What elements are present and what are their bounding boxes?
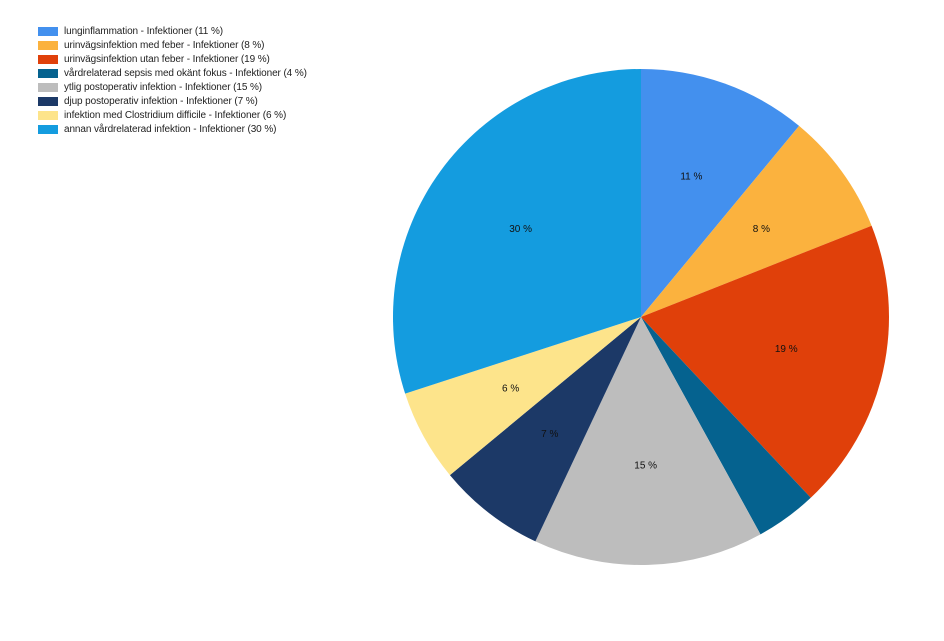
legend-item: djup postoperativ infektion - Infektione… [38,94,307,108]
pie-slice-3 [641,317,811,535]
pie-slice-1 [641,125,872,317]
legend-label: ytlig postoperativ infektion - Infektion… [64,81,262,93]
slice-labels: 11 % 8 % 19 % 15 % 7 % 6 % 30 % [502,172,798,472]
legend-swatch [38,110,58,120]
legend-label: lunginflammation - Infektioner (11 %) [64,25,223,37]
pie-slice-5 [449,317,641,542]
slice-label-0: 11 % [680,172,702,183]
legend-label: infektion med Clostridium difficile - In… [64,109,287,121]
chart-legend: lunginflammation - Infektioner (11 %) uri… [38,24,307,136]
slice-label-2: 19 % [775,344,798,355]
legend-swatch [38,68,58,78]
legend-item: urinvägsinfektion utan feber - Infektion… [38,52,307,66]
slice-label-5: 7 % [541,429,558,440]
pie-slices [392,69,889,565]
slice-label-7: 30 % [509,224,532,235]
legend-label: urinvägsinfektion med feber - Infektione… [64,39,265,51]
pie-slice-6 [405,317,641,476]
pie-slice-0 [641,69,800,317]
slice-label-4: 15 % [634,460,657,471]
legend-item: lunginflammation - Infektioner (11 %) [38,24,307,38]
legend-swatch [38,40,58,50]
legend-item: annan vårdrelaterad infektion - Infektio… [38,122,307,136]
legend-item: ytlig postoperativ infektion - Infektion… [38,80,307,94]
legend-swatch [38,96,58,106]
legend-item: infektion med Clostridium difficile - In… [38,108,307,122]
pie-slice-4 [535,317,761,565]
legend-label: vårdrelaterad sepsis med okänt fokus - I… [64,67,307,79]
legend-item: vårdrelaterad sepsis med okänt fokus - I… [38,66,307,80]
legend-swatch [38,26,58,36]
legend-label: urinvägsinfektion utan feber - Infektion… [64,53,270,65]
pie-slice-7 [392,69,641,394]
slice-label-6: 6 % [502,383,519,394]
slice-label-1: 8 % [753,224,770,235]
legend-label: annan vårdrelaterad infektion - Infektio… [64,123,277,135]
legend-item: urinvägsinfektion med feber - Infektione… [38,38,307,52]
legend-swatch [38,124,58,134]
legend-swatch [38,82,58,92]
legend-label: djup postoperativ infektion - Infektione… [64,95,258,107]
pie-slice-2 [641,225,889,498]
legend-swatch [38,54,58,64]
